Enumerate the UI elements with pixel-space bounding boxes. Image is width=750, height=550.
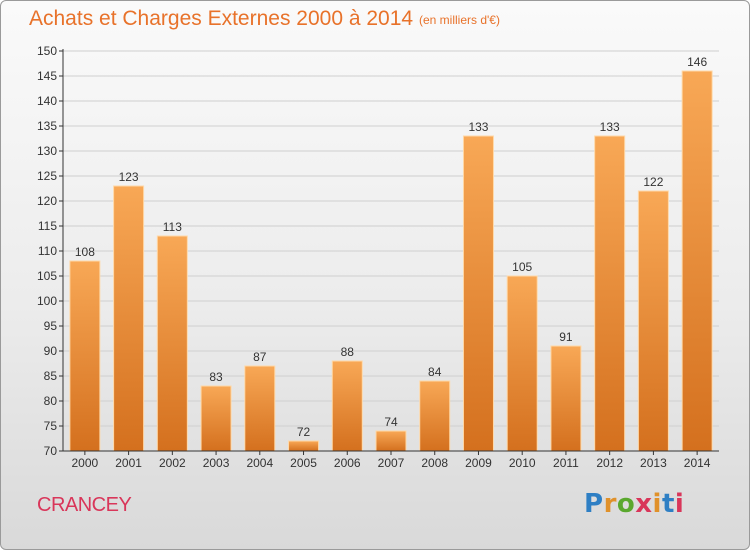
y-tick-label: 85 [44, 369, 58, 383]
x-tick-label: 2005 [290, 456, 317, 470]
logo-letter: x [635, 489, 653, 519]
logo-letter: i [652, 489, 662, 519]
axes [59, 49, 719, 455]
x-tick-label: 2004 [246, 456, 273, 470]
commune-name: CRANCEY [37, 494, 132, 516]
y-tick-label: 70 [44, 444, 58, 458]
y-tick-label: 150 [37, 44, 57, 58]
logo-letter: i [674, 489, 685, 519]
bar-2004 [244, 365, 276, 452]
x-tick-label: 2014 [684, 456, 711, 470]
value-label: 91 [559, 330, 573, 344]
value-label: 133 [468, 120, 488, 134]
bar-2003 [200, 385, 232, 452]
x-tick-label: 2008 [421, 456, 448, 470]
y-tick-label: 145 [37, 69, 57, 83]
bar-2002 [156, 235, 188, 452]
y-tick-label: 110 [38, 244, 57, 258]
bar-2008 [419, 380, 451, 452]
bar-2014 [681, 70, 713, 452]
bar-2011 [550, 345, 582, 452]
value-label: 133 [600, 120, 620, 134]
proxiti-logo: Proxiti [584, 489, 684, 519]
value-label: 146 [687, 55, 707, 69]
value-label: 83 [209, 370, 223, 384]
value-label: 72 [297, 425, 311, 439]
bars [69, 70, 713, 452]
value-label: 123 [119, 170, 139, 184]
x-tick-label: 2012 [596, 456, 623, 470]
logo-letter: P [584, 489, 604, 519]
x-tick-label: 2007 [378, 456, 405, 470]
x-tick-label: 2001 [115, 456, 142, 470]
x-tick-label: 2002 [159, 456, 186, 470]
y-tick-label: 135 [37, 119, 57, 133]
bar-2010 [506, 275, 538, 452]
x-tick-label: 2000 [72, 456, 99, 470]
y-tick-label: 115 [38, 219, 57, 233]
chart-subtitle: (en milliers d'€) [419, 13, 500, 27]
bar-2001 [113, 185, 145, 452]
chart-title: Achats et Charges Externes 2000 à 2014 [29, 7, 414, 30]
logo-letter: r [603, 489, 617, 519]
bar-2007 [375, 430, 407, 452]
logo-letter: o [616, 489, 636, 519]
labels: 70 75 80 85 90 95 100 105 110 115 120 125 130 135 140 1… [37, 44, 711, 470]
value-label: 122 [643, 175, 663, 189]
x-tick-label: 2011 [553, 456, 579, 470]
bar-2005 [288, 440, 320, 452]
y-tick-label: 100 [37, 294, 57, 308]
y-tick-label: 95 [44, 319, 58, 333]
y-tick-label: 130 [37, 144, 57, 158]
bar-2013 [637, 190, 669, 452]
y-tick-label: 80 [44, 394, 58, 408]
bar-2012 [594, 135, 626, 452]
x-tick-label: 2003 [203, 456, 230, 470]
value-label: 74 [384, 415, 398, 429]
y-tick-label: 105 [37, 269, 57, 283]
y-tick-label: 120 [37, 194, 57, 208]
bar-2000 [69, 260, 101, 452]
value-label: 108 [75, 245, 95, 259]
x-tick-label: 2009 [465, 456, 492, 470]
y-tick-label: 90 [44, 344, 58, 358]
x-tick-label: 2006 [334, 456, 361, 470]
x-tick-label: 2010 [509, 456, 536, 470]
y-tick-label: 140 [37, 94, 57, 108]
value-label: 84 [428, 365, 442, 379]
y-tick-label: 125 [37, 169, 57, 183]
value-label: 105 [512, 260, 532, 274]
value-label: 113 [163, 220, 182, 234]
value-label: 88 [341, 345, 355, 359]
y-tick-label: 75 [44, 419, 58, 433]
x-tick-label: 2013 [640, 456, 667, 470]
bar-2006 [331, 360, 363, 452]
logo-letter: t [661, 489, 675, 519]
value-label: 87 [253, 350, 267, 364]
bar-2009 [462, 135, 494, 452]
